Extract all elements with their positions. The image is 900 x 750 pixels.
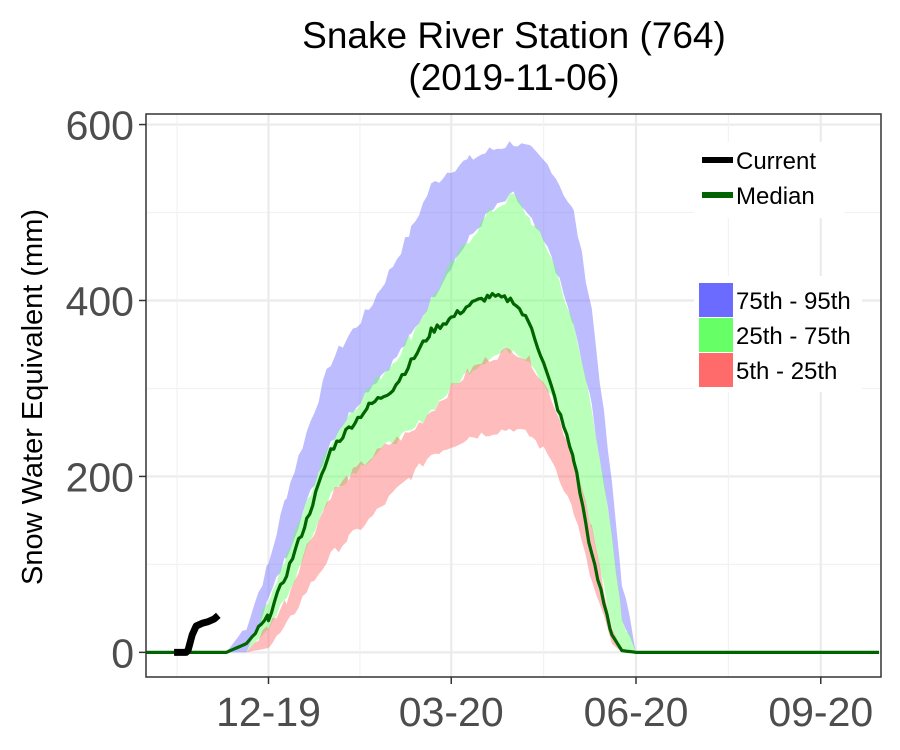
legend-lines-box [694,142,844,218]
y-tick-label: 600 [66,103,134,149]
band-5th-25th [146,347,879,653]
legend: Current Median 75th - 95th 25th - 75th 5th -… [694,142,862,392]
y-axis-title: Snow Water Equivalent (mm) [17,209,49,585]
chart-subtitle: (2019-11-06) [408,57,619,98]
series-lines [146,292,880,656]
x-tick-label: 09-20 [768,689,873,735]
legend-line-label: Current [736,148,816,175]
y-tick-label: 0 [111,630,134,676]
legend-fill-label: 75th - 95th [736,288,851,315]
median-line [146,292,880,654]
chart-title: Snake River Station (764) [302,15,726,56]
y-axis: 0 200 400 600 [66,103,146,676]
percentile-bands [146,141,879,653]
y-tick-label: 200 [66,454,134,500]
band-25th-75th [146,193,879,653]
legend-fill-label: 5th - 25th [736,358,837,385]
x-tick-label: 03-20 [399,689,504,735]
legend-fill-swatch [699,353,733,387]
current-line [174,612,221,656]
plot-border [145,113,882,678]
y-tick-label: 400 [66,278,134,324]
x-tick-label: 06-20 [584,689,689,735]
legend-fill-swatch [699,318,733,352]
grid [146,114,881,677]
x-axis: 12-19 03-20 06-20 09-20 [216,677,873,735]
legend-fill-swatch [699,283,733,317]
legend-line-label: Median [736,183,815,210]
legend-fill-label: 25th - 75th [736,323,851,350]
x-tick-label: 12-19 [216,689,321,735]
